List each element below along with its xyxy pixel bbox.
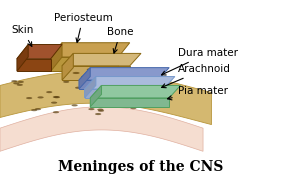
Text: Pia mater: Pia mater	[168, 86, 228, 100]
Ellipse shape	[63, 81, 69, 83]
Polygon shape	[51, 43, 62, 71]
Text: Dura mater: Dura mater	[162, 48, 238, 75]
Ellipse shape	[54, 96, 60, 98]
Ellipse shape	[115, 68, 122, 70]
Ellipse shape	[38, 96, 44, 98]
Ellipse shape	[150, 87, 157, 89]
Text: Meninges of the CNS: Meninges of the CNS	[58, 160, 224, 174]
Ellipse shape	[53, 96, 59, 98]
Polygon shape	[0, 71, 212, 125]
Ellipse shape	[95, 113, 101, 115]
Ellipse shape	[35, 108, 41, 110]
Ellipse shape	[53, 111, 59, 113]
Polygon shape	[79, 68, 90, 89]
Ellipse shape	[75, 87, 81, 89]
Ellipse shape	[31, 109, 37, 111]
Ellipse shape	[116, 93, 122, 95]
Ellipse shape	[46, 91, 52, 93]
Ellipse shape	[103, 74, 111, 76]
Polygon shape	[90, 98, 169, 107]
Polygon shape	[90, 85, 180, 98]
Ellipse shape	[97, 109, 103, 111]
Polygon shape	[85, 89, 164, 98]
Ellipse shape	[72, 72, 80, 74]
Polygon shape	[62, 53, 73, 80]
Ellipse shape	[26, 97, 32, 99]
Ellipse shape	[13, 82, 19, 84]
Ellipse shape	[98, 110, 104, 112]
Polygon shape	[17, 44, 62, 59]
Polygon shape	[0, 107, 203, 151]
Polygon shape	[62, 53, 141, 66]
Ellipse shape	[109, 99, 115, 101]
Ellipse shape	[17, 84, 23, 86]
Polygon shape	[79, 68, 169, 80]
Ellipse shape	[130, 107, 136, 109]
Ellipse shape	[51, 102, 57, 104]
Text: Skin: Skin	[11, 25, 34, 46]
Ellipse shape	[18, 81, 24, 83]
Polygon shape	[51, 43, 130, 57]
Polygon shape	[17, 44, 28, 71]
Polygon shape	[90, 85, 102, 107]
Ellipse shape	[87, 68, 94, 70]
Text: Arachnoid: Arachnoid	[162, 64, 231, 88]
Polygon shape	[79, 80, 158, 89]
Ellipse shape	[81, 75, 88, 78]
Text: Bone: Bone	[107, 27, 134, 53]
Ellipse shape	[150, 86, 156, 88]
Text: Periosteum: Periosteum	[54, 13, 112, 42]
Ellipse shape	[101, 72, 108, 74]
Ellipse shape	[88, 108, 94, 110]
Ellipse shape	[96, 89, 103, 91]
Ellipse shape	[146, 83, 152, 85]
Ellipse shape	[96, 82, 102, 84]
Polygon shape	[85, 77, 175, 89]
Ellipse shape	[72, 104, 78, 106]
Polygon shape	[51, 57, 118, 71]
Polygon shape	[17, 59, 51, 71]
Polygon shape	[62, 66, 130, 80]
Ellipse shape	[11, 80, 17, 82]
Polygon shape	[85, 77, 96, 98]
